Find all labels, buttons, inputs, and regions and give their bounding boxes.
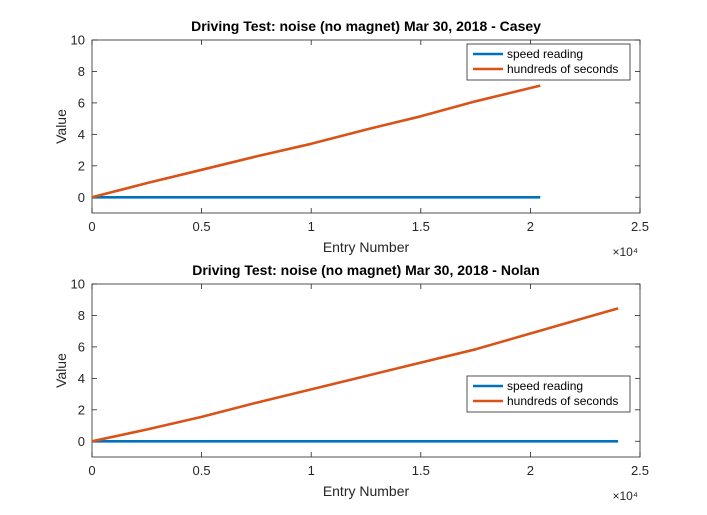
- legend-entry: hundreds of seconds: [507, 394, 618, 408]
- x-tick-label: 2.5: [631, 219, 649, 234]
- legend-entry: speed reading: [507, 47, 583, 61]
- y-tick-label: 4: [78, 371, 85, 386]
- legend-entry: speed reading: [507, 379, 583, 393]
- plot-area: [91, 283, 641, 458]
- x-exponent-label: ×10⁴: [612, 245, 638, 259]
- legend-box: [466, 375, 631, 413]
- x-tick-label: 2: [527, 219, 534, 234]
- y-tick-label: 0: [78, 190, 85, 205]
- y-tick-label: 10: [71, 277, 85, 292]
- x-tick-label: 0.5: [193, 463, 211, 478]
- y-tick-label: 2: [78, 402, 85, 417]
- x-tick-label: 0: [88, 463, 95, 478]
- x-axis-label: Entry Number: [323, 239, 410, 255]
- x-tick-label: 0.5: [193, 219, 211, 234]
- chart-title: Driving Test: noise (no magnet) Mar 30, …: [192, 262, 539, 278]
- y-tick-label: 8: [78, 308, 85, 323]
- y-tick-label: 10: [71, 33, 85, 48]
- chart-1: 0 0.5 1 1.5 2 2.5 0 2 4 6 8 10 Driving Test: noise (…: [53, 18, 649, 259]
- x-axis-label: Entry Number: [323, 483, 410, 499]
- y-tick-label: 6: [78, 95, 85, 110]
- chart-title: Driving Test: noise (no magnet) Mar 30, …: [191, 18, 541, 34]
- x-exponent-label: ×10⁴: [612, 489, 638, 503]
- chart-2: 0 0.5 1 1.5 2 2.5 0 2 4 6 8 10 Driving Test: noise (…: [53, 262, 649, 503]
- y-tick-label: 0: [78, 434, 85, 449]
- y-tick-label: 4: [78, 127, 85, 142]
- y-axis-label: Value: [53, 109, 69, 144]
- x-tick-label: 1.5: [412, 219, 430, 234]
- x-tick-label: 0: [88, 219, 95, 234]
- series-line-hundreds-of-seconds: [91, 307, 619, 443]
- x-tick-label: 1: [308, 463, 315, 478]
- y-tick-label: 2: [78, 158, 85, 173]
- y-tick-label: 8: [78, 64, 85, 79]
- x-tick-label: 2.5: [631, 463, 649, 478]
- legend-box: [466, 43, 631, 81]
- x-tick-label: 1: [308, 219, 315, 234]
- x-tick-label: 1.5: [412, 463, 430, 478]
- y-axis-label: Value: [53, 353, 69, 388]
- y-tick-label: 6: [78, 339, 85, 354]
- series-line-hundreds-of-seconds: [91, 84, 541, 199]
- legend-entry: hundreds of seconds: [507, 62, 618, 76]
- x-tick-label: 2: [527, 463, 534, 478]
